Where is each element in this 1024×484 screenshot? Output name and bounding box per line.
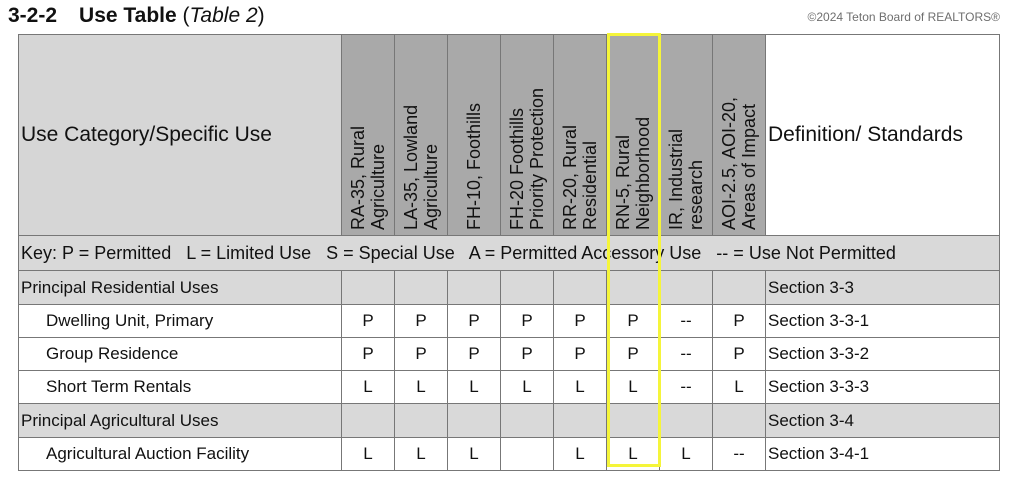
watermark: ©2024 Teton Board of REALTORS®: [807, 10, 1000, 24]
permission-cell: P: [606, 304, 660, 338]
permission-cell: P: [341, 304, 395, 338]
permission-cell: [341, 270, 395, 305]
permission-cell: L: [341, 437, 395, 471]
permission-cell: --: [659, 370, 713, 404]
use-label: Principal Agricultural Uses: [18, 403, 342, 438]
header-zone: RR-20, Rural Residential: [553, 34, 607, 236]
permission-cell: P: [447, 337, 501, 371]
zone-label: RR-20, Rural Residential: [560, 124, 600, 230]
header-zone: RN-5, Rural Neighborhood: [606, 34, 660, 236]
header-zone: AOI-2.5, AOI-20, Areas of Impact: [712, 34, 766, 236]
permission-cell: P: [500, 304, 554, 338]
zone-label: FH-20 Foothills Priority Protection: [507, 87, 547, 230]
definition-cell: Section 3-3-2: [765, 337, 1000, 371]
permission-cell: L: [553, 437, 607, 471]
permission-cell: [553, 270, 607, 305]
definition-cell: Section 3-3-3: [765, 370, 1000, 404]
permission-cell: L: [712, 370, 766, 404]
table-row: Dwelling Unit, Primary P P P P P P -- P Section 3…: [18, 304, 1000, 338]
permission-cell: [659, 403, 713, 438]
definition-cell: Section 3-3-1: [765, 304, 1000, 338]
use-table: Use Category/Specific Use RA-35, Rural A…: [18, 34, 1000, 471]
permission-cell: [500, 437, 554, 471]
section-number: 3-2-2: [8, 4, 58, 27]
header-zone: FH-10, Foothills: [447, 34, 501, 236]
permission-cell: L: [659, 437, 713, 471]
permission-cell: [712, 270, 766, 305]
header-definition: Definition/ Standards: [765, 34, 1000, 236]
permission-cell: P: [712, 304, 766, 338]
use-label: Principal Residential Uses: [18, 270, 342, 305]
definition-cell: Section 3-3: [765, 270, 1000, 305]
permission-cell: [606, 270, 660, 305]
key-row: Key: P = Permitted L = Limited Use S = S…: [18, 235, 1000, 271]
permission-cell: P: [500, 337, 554, 371]
permission-cell: [712, 403, 766, 438]
section-heading: 3-2-2 Use Table (Table 2): [8, 4, 265, 28]
zone-label: LA-35, Lowland Agriculture: [401, 104, 441, 230]
zone-label: IR, Industrial research: [666, 128, 706, 230]
zone-label: RN-5, Rural Neighborhood: [613, 116, 653, 230]
permission-cell: [606, 403, 660, 438]
table-row: Group Residence P P P P P P -- P Section 3-3-2: [18, 337, 1000, 371]
permission-cell: P: [553, 304, 607, 338]
permission-cell: [500, 270, 554, 305]
header-zone: LA-35, Lowland Agriculture: [394, 34, 448, 236]
permission-cell: L: [500, 370, 554, 404]
use-label: Group Residence: [18, 337, 342, 371]
permission-cell: [394, 403, 448, 438]
permission-cell: L: [394, 437, 448, 471]
permission-cell: [659, 270, 713, 305]
permission-cell: [447, 403, 501, 438]
permission-cell: L: [606, 437, 660, 471]
permission-cell: L: [341, 370, 395, 404]
definition-cell: Section 3-4-1: [765, 437, 1000, 471]
definition-cell: Section 3-4: [765, 403, 1000, 438]
permission-cell: L: [606, 370, 660, 404]
permission-cell: L: [394, 370, 448, 404]
permission-cell: P: [553, 337, 607, 371]
permission-cell: L: [447, 437, 501, 471]
permission-cell: P: [341, 337, 395, 371]
section-title: Use Table: [79, 4, 177, 27]
table-row: Short Term Rentals L L L L L L -- L Section 3-3-3: [18, 370, 1000, 404]
table-row: Agricultural Auction Facility L L L L L L -- Sec…: [18, 437, 1000, 471]
permission-cell: [394, 270, 448, 305]
header-zone: RA-35, Rural Agriculture: [341, 34, 395, 236]
zone-label: AOI-2.5, AOI-20, Areas of Impact: [719, 96, 759, 230]
permission-cell: [341, 403, 395, 438]
header-use-category: Use Category/Specific Use: [18, 34, 342, 236]
use-label: Dwelling Unit, Primary: [18, 304, 342, 338]
header-zone: FH-20 Foothills Priority Protection: [500, 34, 554, 236]
permission-cell: --: [712, 437, 766, 471]
permission-cell: --: [659, 304, 713, 338]
header-zone: IR, Industrial research: [659, 34, 713, 236]
permission-cell: L: [447, 370, 501, 404]
use-label: Agricultural Auction Facility: [18, 437, 342, 471]
section-subtitle-text: Table 2: [189, 4, 258, 27]
permission-cell: [500, 403, 554, 438]
category-row: Principal Residential Uses Section 3-3: [18, 270, 1000, 305]
permission-cell: P: [394, 304, 448, 338]
permission-cell: L: [553, 370, 607, 404]
permission-cell: P: [606, 337, 660, 371]
permission-cell: [553, 403, 607, 438]
permission-cell: --: [659, 337, 713, 371]
zone-label: RA-35, Rural Agriculture: [348, 125, 388, 230]
category-row: Principal Agricultural Uses Section 3-4: [18, 403, 1000, 438]
zone-label: FH-10, Foothills: [464, 102, 484, 230]
use-label: Short Term Rentals: [18, 370, 342, 404]
permission-cell: P: [394, 337, 448, 371]
permission-cell: [447, 270, 501, 305]
permission-cell: P: [712, 337, 766, 371]
section-subtitle: (Table 2): [182, 4, 265, 27]
permission-cell: P: [447, 304, 501, 338]
